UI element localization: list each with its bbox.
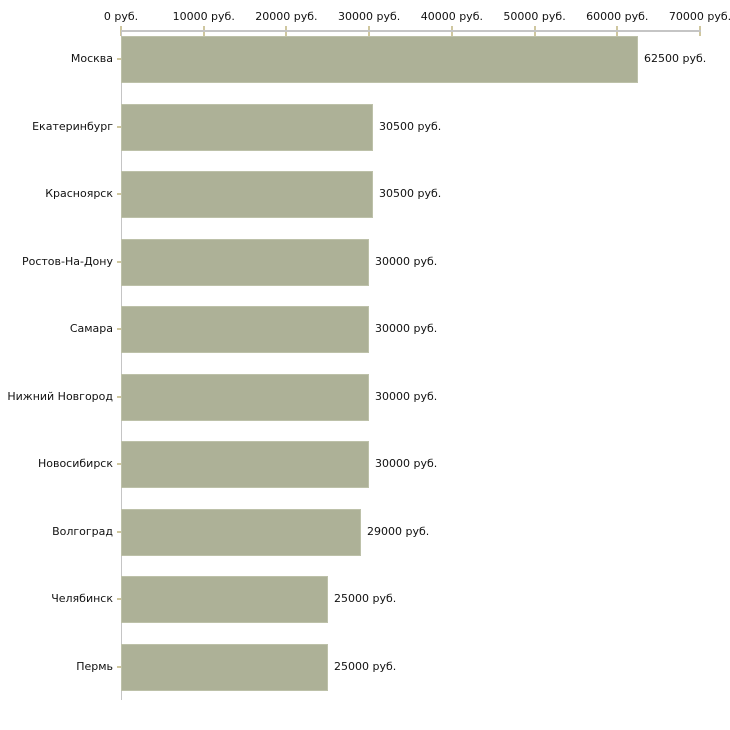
chart-row: Пермь 25000 руб.	[0, 640, 730, 708]
category-tick-mark	[117, 58, 121, 60]
x-axis-tick-label: 30000 руб.	[338, 10, 401, 23]
category-label: Новосибирск	[37, 457, 113, 470]
x-axis-tick-label: 60000 руб.	[586, 10, 649, 23]
x-axis-tick-label: 0 руб.	[103, 10, 139, 23]
bar	[121, 373, 369, 421]
bars-area: Москва 62500 руб. Екатеринбург 30500 руб. Кр…	[0, 32, 730, 707]
bar	[121, 643, 328, 691]
value-label: 25000 руб.	[334, 592, 397, 605]
y-axis-line	[121, 31, 122, 700]
category-tick-mark	[117, 598, 121, 600]
x-axis-line	[121, 30, 701, 32]
value-label: 30000 руб.	[375, 322, 438, 335]
bar	[121, 238, 369, 286]
chart-row: Екатеринбург 30500 руб.	[0, 100, 730, 168]
category-tick-mark	[117, 125, 121, 128]
chart-row: Ростов-На-Дону 30000 руб.	[0, 235, 730, 303]
bar	[121, 36, 638, 83]
category-tick-mark	[117, 530, 121, 533]
chart-row: Самара 30000 руб.	[0, 302, 730, 370]
chart-row: Волгоград 29000 руб.	[0, 505, 730, 573]
category-label: Самара	[69, 322, 113, 335]
value-label: 30000 руб.	[375, 389, 438, 403]
chart-row: Москва 62500 руб.	[0, 32, 730, 100]
value-label: 30500 руб.	[379, 119, 442, 133]
category-label: Пермь	[76, 659, 113, 673]
bar	[121, 576, 328, 623]
category-label: Ростов-На-Дону	[21, 254, 113, 268]
category-tick-mark	[117, 665, 121, 668]
category-tick-mark	[117, 328, 121, 330]
value-label: 30000 руб.	[375, 254, 438, 268]
value-label: 30000 руб.	[375, 457, 438, 470]
x-axis-tick-label: 50000 руб.	[503, 10, 566, 23]
value-label: 29000 руб.	[367, 524, 430, 538]
category-label: Екатеринбург	[32, 119, 113, 133]
category-label: Челябинск	[51, 592, 113, 605]
category-label: Нижний Новгород	[7, 389, 113, 403]
x-axis-tick-label: 70000 руб.	[668, 10, 730, 23]
category-tick-mark	[117, 463, 121, 465]
category-label: Красноярск	[45, 187, 113, 200]
chart-row: Челябинск 25000 руб.	[0, 572, 730, 640]
chart-row: Нижний Новгород 30000 руб.	[0, 370, 730, 438]
chart-row: Новосибирск 30000 руб.	[0, 437, 730, 505]
x-axis-tick-label: 10000 руб.	[172, 10, 235, 23]
bar	[121, 171, 373, 218]
x-axis-tick-label: 40000 руб.	[420, 10, 483, 23]
value-label: 25000 руб.	[334, 659, 397, 673]
category-label: Волгоград	[52, 524, 113, 538]
category-tick-mark	[117, 193, 121, 195]
chart-row: Красноярск 30500 руб.	[0, 167, 730, 235]
x-axis-tick-label: 20000 руб.	[255, 10, 318, 23]
bar	[121, 306, 369, 353]
category-tick-mark	[117, 395, 121, 398]
category-label: Москва	[70, 52, 113, 65]
bar	[121, 103, 373, 151]
category-tick-mark	[117, 260, 121, 263]
value-label: 30500 руб.	[379, 187, 442, 200]
bar	[121, 441, 369, 488]
value-label: 62500 руб.	[644, 52, 707, 65]
bar	[121, 508, 361, 556]
